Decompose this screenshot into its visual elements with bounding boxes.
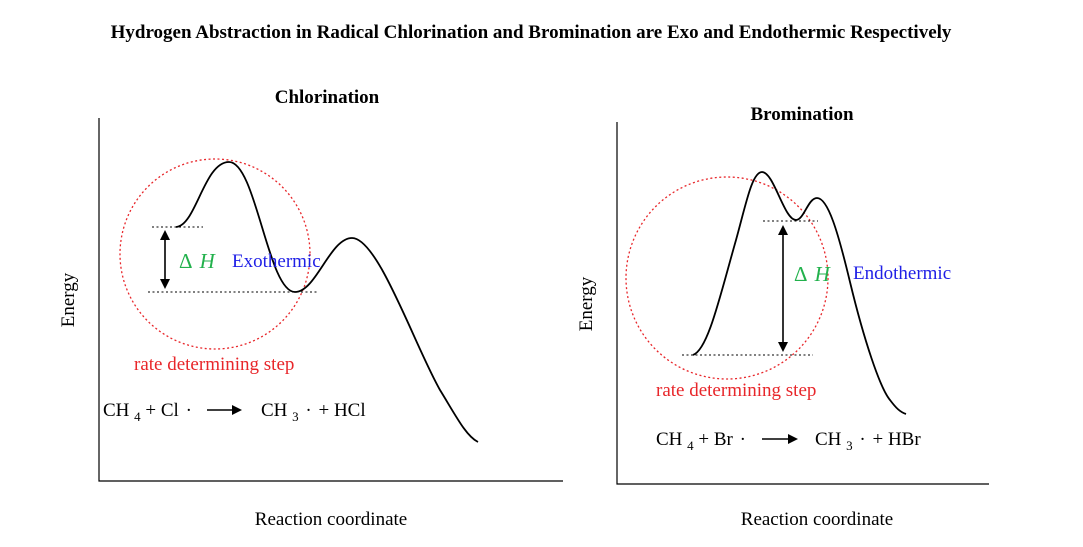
- bromination-product-ch: CH: [815, 429, 842, 450]
- bromination-subtitle: Bromination: [750, 104, 854, 125]
- chlorination-reactant-ch: CH: [103, 400, 130, 421]
- bromination-delta-var: H: [814, 262, 832, 286]
- chlorination-product-rest: + HCl: [318, 400, 365, 421]
- chlorination-delta-var: H: [199, 249, 217, 273]
- bromination-product-dot: ·: [859, 429, 865, 450]
- chlorination-thermo-label: Exothermic: [232, 251, 321, 272]
- bromination-equation-products: CH 3 · + HBr: [815, 429, 921, 455]
- bromination-delta-h-label: Δ H: [794, 262, 832, 286]
- chlorination-product-sub: 3: [292, 409, 299, 424]
- bromination-rds-circle: [625, 176, 829, 380]
- chlorination-delta-h-label: Δ H: [179, 249, 217, 273]
- chlorination-axes: [98, 118, 563, 482]
- chlorination-reactant-rest: + Cl: [145, 400, 178, 421]
- bromination-reactant-ch: CH: [656, 429, 683, 450]
- chlorination-reactant-dot: ·: [186, 400, 192, 421]
- bromination-thermo-label: Endothermic: [853, 263, 951, 284]
- chlorination-product-dot: ·: [305, 400, 311, 421]
- bromination-product-sub: 3: [846, 438, 853, 453]
- chlorination-delta-symbol: Δ: [179, 249, 192, 273]
- bromination-reactant-rest: + Br: [698, 429, 733, 450]
- bromination-x-axis-label: Reaction coordinate: [741, 509, 893, 530]
- bromination-axes: [616, 122, 989, 485]
- chlorination-energy-curve: [175, 161, 479, 443]
- chlorination-equation-products: CH 3 · + HCl: [261, 400, 366, 426]
- chlorination-subtitle: Chlorination: [275, 87, 380, 108]
- chlorination-x-axis-label: Reaction coordinate: [255, 509, 407, 530]
- bromination-panel: Bromination Energy Reaction coordinate Δ…: [576, 104, 989, 530]
- bromination-product-rest: + HBr: [872, 429, 921, 450]
- chlorination-rds-circle: [119, 158, 311, 350]
- bromination-energy-curve: [692, 171, 907, 415]
- chlorination-y-axis-label: Energy: [58, 272, 79, 327]
- bromination-delta-symbol: Δ: [794, 262, 807, 286]
- chlorination-rds-label: rate determining step: [134, 354, 294, 375]
- chlorination-reactant-sub: 4: [134, 409, 141, 424]
- bromination-y-axis-label: Energy: [576, 276, 597, 331]
- bromination-rds-label: rate determining step: [656, 380, 816, 401]
- chlorination-product-ch: CH: [261, 400, 288, 421]
- bromination-reactant-dot: ·: [740, 429, 746, 450]
- figure-title: Hydrogen Abstraction in Radical Chlorina…: [111, 22, 952, 43]
- bromination-equation-reactants: CH 4 + Br ·: [656, 429, 746, 455]
- chlorination-panel: Chlorination Energy Reaction coordinate …: [58, 87, 563, 530]
- bromination-reactant-sub: 4: [687, 438, 694, 453]
- chlorination-equation-reactants: CH 4 + Cl ·: [103, 400, 192, 426]
